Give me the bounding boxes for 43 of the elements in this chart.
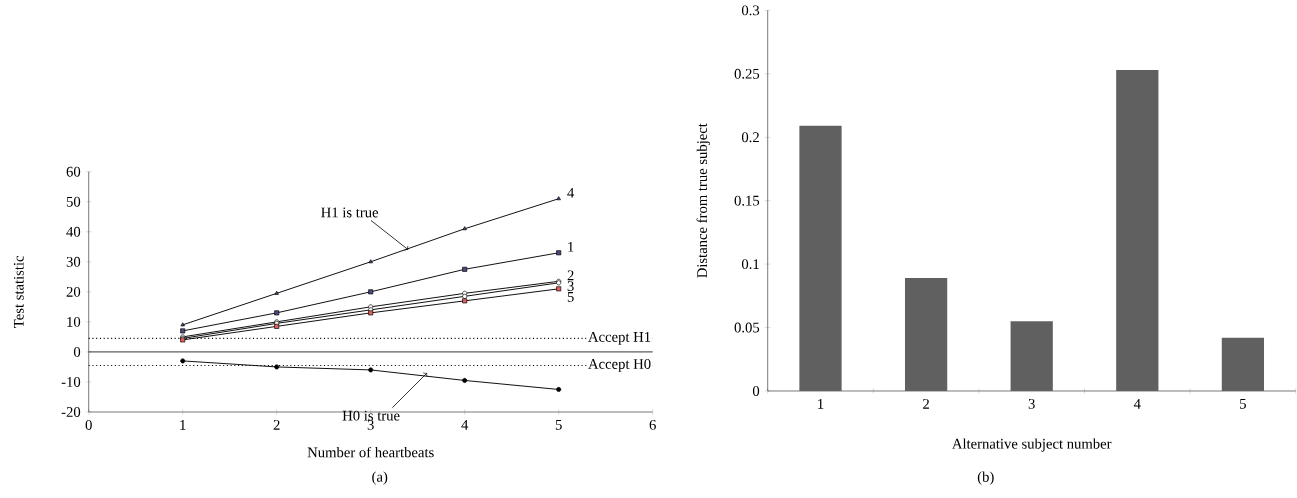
series-label: 5 <box>567 292 574 302</box>
y-tick-label: 0.1 <box>741 259 759 270</box>
y-tick-label: 0.2 <box>741 132 759 143</box>
y-tick-label: 0.25 <box>734 68 760 79</box>
text: (b) <box>977 471 994 485</box>
x-tick-label: 2 <box>273 419 280 430</box>
series-label: 3 <box>567 281 574 292</box>
y-axis-title: Distance from true subject <box>696 123 711 278</box>
y-tick-label: 0.05 <box>734 322 760 333</box>
y-tick-label: 40 <box>66 226 81 237</box>
y-tick-label: 20 <box>66 286 81 297</box>
y-tick-label: -20 <box>61 407 81 417</box>
y-tick-label: 0 <box>73 346 81 357</box>
text: (a) <box>372 471 388 485</box>
y-tick-label: 0 <box>752 386 760 396</box>
x-axis-title: Number of heartbeats <box>307 446 434 458</box>
x-tick-label: 5 <box>555 419 562 430</box>
y-tick-label: 50 <box>66 196 81 207</box>
y-tick-label: -10 <box>61 377 81 387</box>
y-tick-label: 10 <box>67 316 81 327</box>
series-label: 1 <box>568 241 574 252</box>
x-tick-label: 1 <box>180 419 186 430</box>
series-label: 4 <box>567 187 575 198</box>
x-tick-label: 3 <box>1028 398 1035 409</box>
x-tick-label: 5 <box>1240 398 1246 409</box>
y-tick-label: 0.3 <box>741 5 760 16</box>
y-axis-title: Test statistic <box>13 255 24 328</box>
annotation: H1 is true <box>321 207 379 218</box>
x-tick-label: 0 <box>85 419 92 430</box>
y-tick-label: 60 <box>66 166 81 177</box>
y-tick-label: 0.15 <box>734 195 760 206</box>
annotation: H0 is true <box>342 410 400 421</box>
ref-line-label: Accept H0 <box>588 359 651 372</box>
x-tick-label: 3 <box>367 419 374 430</box>
x-tick-label: 4 <box>1133 399 1141 409</box>
x-tick-label: 4 <box>461 420 469 430</box>
x-tick-label: 6 <box>649 419 656 430</box>
ref-line-label: Accept H1 <box>588 331 651 345</box>
x-tick-label: 1 <box>818 398 824 409</box>
x-tick-label: 2 <box>923 398 929 409</box>
x-axis-title: Alternative subject number <box>952 438 1112 452</box>
y-tick-label: 30 <box>66 256 81 267</box>
series-label: 2 <box>567 270 574 281</box>
